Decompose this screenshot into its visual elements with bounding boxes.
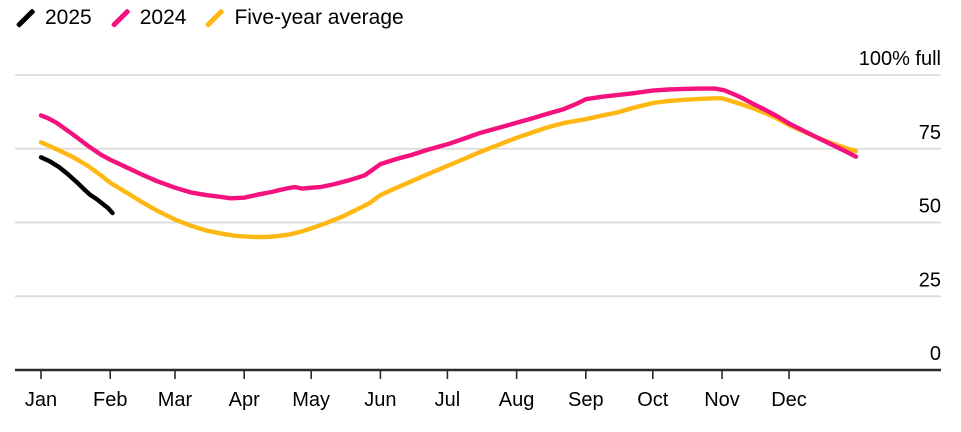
legend-item-five-year-average: Five-year average [203,6,404,29]
legend-label-five-year-average: Five-year average [234,6,404,29]
x-tick-label-Sep: Sep [568,389,604,411]
y-tick-label-50: 50 [919,196,941,218]
series-line-2024 [38,86,859,201]
x-tick-label-Apr: Apr [229,389,260,411]
chart-legend: 2025 2024 Five-year average [14,6,404,29]
x-tick-label-Aug: Aug [499,389,535,411]
line-swatch-2024-icon [109,6,132,29]
x-tick-label-Dec: Dec [771,389,807,411]
legend-item-2024: 2024 [109,6,187,29]
y-tick-label-75: 75 [919,122,941,144]
y-tick-label-25: 25 [919,269,941,291]
legend-label-2025: 2025 [45,6,92,29]
x-tick-label-Oct: Oct [637,389,669,411]
x-tick-label-Jun: Jun [364,389,396,411]
x-tick-label-May: May [292,389,330,411]
x-tick-label-Nov: Nov [704,389,740,411]
x-tick-label-Jul: Jul [435,389,461,411]
y-tick-label-100: 100% full [859,48,941,70]
series-line-2025 [38,155,115,216]
x-tick-label-Mar: Mar [158,389,193,411]
line-swatch-five-year-average-icon [203,6,226,29]
y-tick-label-0: 0 [930,343,941,365]
legend-label-2024: 2024 [139,6,187,29]
legend-item-2025: 2025 [14,6,92,29]
x-tick-label-Feb: Feb [93,389,127,411]
line-swatch-2025-icon [14,6,37,29]
x-tick-label-Jan: Jan [25,389,57,411]
series-line-five-year-average [38,96,859,240]
